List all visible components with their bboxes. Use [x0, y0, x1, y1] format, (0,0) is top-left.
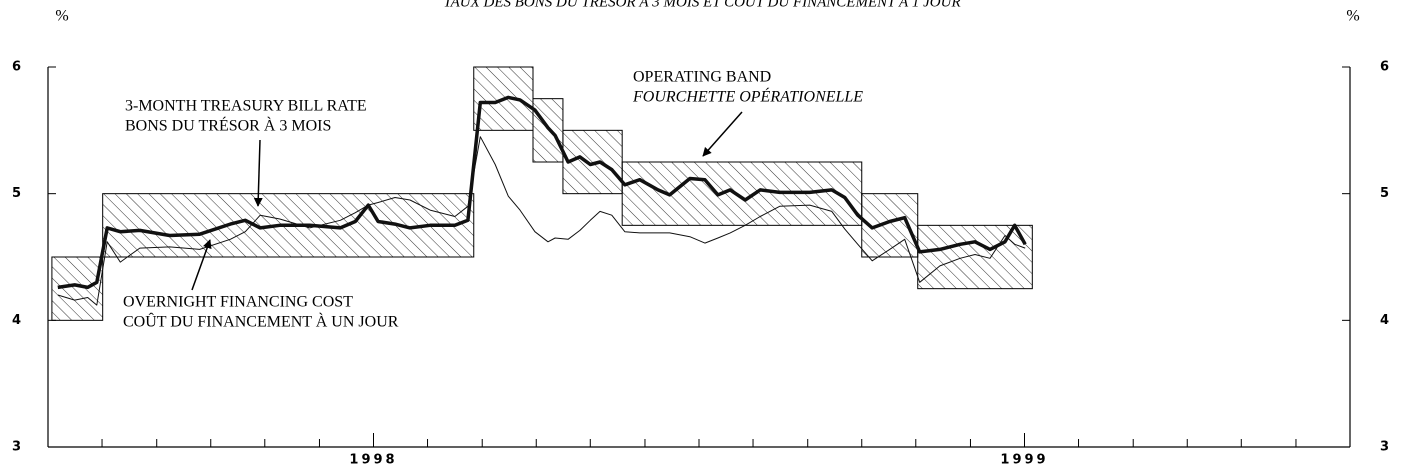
operating-band: [532, 98, 564, 163]
series-line: [57, 95, 1027, 290]
y2-tick-label: 4: [1380, 313, 1392, 328]
y2-tick-label: 6: [1380, 60, 1392, 75]
annotation: 3-MONTH TREASURY BILL RATE: [125, 98, 367, 115]
annotation: OVERNIGHT FINANCING COST: [123, 294, 353, 311]
chart-title: TAUX DES BONS DU TRÉSOR À 3 MOIS ET COÛT…: [443, 0, 960, 10]
x-tick-label: 1999: [1000, 453, 1048, 468]
y-unit: %: [55, 8, 68, 25]
annotation: OPERATING BAND: [633, 69, 771, 86]
annotation-arrow: [191, 239, 212, 291]
y-tick-label: 4: [12, 313, 24, 328]
operating-band: [917, 224, 1033, 290]
y2-tick-label: 3: [1380, 440, 1392, 455]
annotation: COÛT DU FINANCEMENT À UN JOUR: [123, 312, 399, 331]
plot-area: 3 4 5 6 3 4 5 6 1998 1999 3-MONTH TREASURY BILL RA…: [12, 60, 1392, 468]
annotation: FOURCHETTE OPÉRATIONELLE: [632, 87, 863, 106]
y2-tick-label: 5: [1380, 186, 1392, 201]
y2-unit: %: [1346, 8, 1359, 25]
y-tick-label: 3: [12, 440, 24, 455]
annotation: BONS DU TRÉSOR À 3 MOIS: [125, 116, 331, 135]
series-line: [57, 136, 1026, 306]
annotation-arrow: [702, 111, 743, 157]
y-tick-label: 6: [12, 60, 24, 75]
operating-band: [621, 161, 863, 226]
x-tick-label: 1998: [349, 453, 397, 468]
annotation-arrow: [253, 139, 263, 207]
y-tick-label: 5: [12, 186, 24, 201]
